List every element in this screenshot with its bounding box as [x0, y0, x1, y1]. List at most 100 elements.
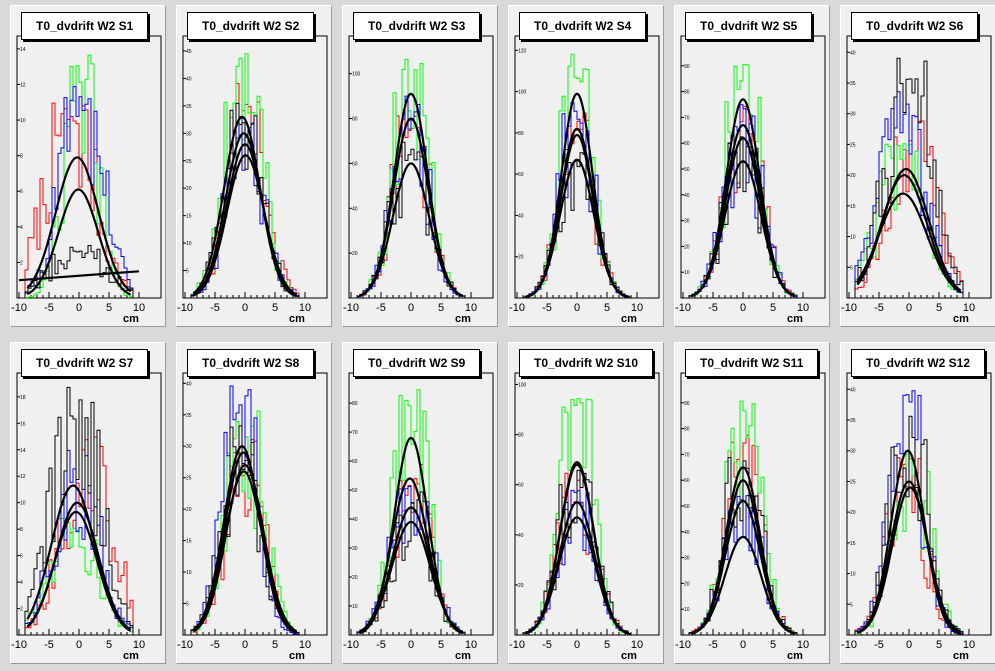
- y-tick-label: 20: [186, 186, 192, 192]
- y-tick-label: 60: [352, 161, 358, 167]
- histogram-series: [24, 436, 134, 635]
- gaussian-fit-curve: [691, 535, 795, 635]
- histogram-plot: 2 4 6 8 10 12 14 -10 -5 0 5 10: [11, 35, 162, 314]
- histogram-series: [24, 245, 134, 298]
- histogram-series: [688, 457, 798, 635]
- x-axis-title: cm: [455, 650, 471, 662]
- pad-title: T0_dvdrift W2 S3: [353, 12, 481, 40]
- histogram-pad: 2 4 6 8 10 12 14 -10 -5 0 5 10 T0_dvdrift W2 S1 cm: [10, 5, 166, 327]
- x-tick-label: 10: [299, 639, 311, 651]
- y-tick-label: 60: [684, 478, 690, 484]
- histogram-pad: 20 40 60 80 100 -10 -5 0 5 10 T0_dvdrift W2 S3 cm: [342, 5, 498, 327]
- y-tick-label: 4: [20, 580, 23, 586]
- y-tick-label: 10: [850, 572, 856, 578]
- x-tick-label: -10: [177, 302, 193, 314]
- histogram-series: [24, 386, 134, 635]
- gaussian-fit-curve: [18, 270, 140, 282]
- histogram-series: [522, 53, 632, 298]
- gaussian-fit-curve: [691, 499, 795, 635]
- y-tick-label: 10: [684, 607, 690, 613]
- y-tick-label: 12: [20, 82, 26, 88]
- histogram-series: [854, 57, 964, 298]
- x-tick-label: -5: [210, 639, 220, 651]
- pad-title: T0_dvdrift W2 S6: [851, 12, 979, 40]
- x-tick-label: 0: [740, 639, 746, 651]
- x-tick-label: -10: [675, 639, 691, 651]
- x-tick-label: 5: [936, 302, 942, 314]
- y-tick-label: 5: [850, 602, 853, 608]
- histogram-series: [688, 104, 798, 298]
- gaussian-fit-curve: [525, 516, 629, 635]
- histogram-series: [356, 486, 466, 635]
- y-tick-label: 40: [684, 193, 690, 199]
- y-tick-label: 90: [684, 64, 690, 70]
- histogram-series: [522, 112, 632, 298]
- gaussian-fit-curve: [690, 160, 796, 297]
- x-tick-label: -5: [376, 302, 386, 314]
- x-tick-label: 5: [106, 302, 112, 314]
- y-tick-label: 100: [352, 72, 361, 78]
- y-tick-label: 25: [850, 479, 856, 485]
- y-tick-label: 30: [352, 546, 358, 552]
- y-tick-label: 20: [352, 251, 358, 257]
- histogram-plot: 5 10 15 20 25 30 35 40 45 -10 -5 0 5 10: [177, 35, 328, 314]
- gaussian-fit-curve: [26, 510, 132, 632]
- x-tick-label: -10: [509, 639, 525, 651]
- x-tick-label: 10: [465, 302, 477, 314]
- histogram-series: [522, 149, 632, 298]
- y-tick-label: 50: [352, 488, 358, 494]
- y-tick-label: 8: [20, 527, 23, 533]
- histogram-plot: 10 20 30 40 50 60 70 80 -10 -5 0 5 10: [343, 372, 494, 651]
- x-tick-label: 5: [438, 302, 444, 314]
- x-axis-title: cm: [787, 650, 803, 662]
- y-tick-label: 80: [684, 90, 690, 96]
- y-tick-label: 80: [352, 117, 358, 123]
- y-tick-label: 10: [186, 570, 192, 576]
- y-tick-label: 10: [20, 501, 26, 507]
- y-tick-label: 6: [20, 189, 23, 195]
- x-tick-label: -5: [874, 639, 884, 651]
- x-axis-title: cm: [289, 313, 305, 325]
- histogram-pad: 10 20 30 40 50 60 70 80 90 -10 -5 0 5 10 T0_dvdrift W2…: [674, 5, 830, 327]
- pad-title: T0_dvdrift W2 S10: [519, 349, 654, 377]
- pad-title: T0_dvdrift W2 S9: [353, 349, 481, 377]
- x-tick-label: 0: [906, 302, 912, 314]
- pad-title: T0_dvdrift W2 S11: [685, 349, 819, 377]
- histogram-series: [688, 135, 798, 298]
- x-axis-title: cm: [621, 650, 637, 662]
- gaussian-fit-curve: [26, 188, 132, 296]
- y-tick-label: 80: [684, 427, 690, 433]
- y-tick-label: 16: [20, 421, 26, 427]
- histogram-pad: 5 10 15 20 25 30 35 40 -10 -5 0 5 10 T0_dvdrift W2 S1…: [840, 342, 995, 664]
- y-tick-label: 70: [684, 452, 690, 458]
- x-tick-label: 10: [963, 302, 975, 314]
- y-tick-label: 35: [186, 104, 192, 110]
- histogram-series: [24, 86, 134, 298]
- x-tick-label: 5: [438, 639, 444, 651]
- y-tick-label: 20: [186, 507, 192, 513]
- y-tick-label: 40: [684, 530, 690, 536]
- y-tick-label: 5: [186, 269, 189, 275]
- histogram-series: [24, 102, 134, 298]
- y-tick-label: 40: [352, 517, 358, 523]
- y-tick-label: 60: [352, 459, 358, 465]
- x-tick-label: 0: [740, 302, 746, 314]
- y-tick-label: 60: [518, 483, 524, 489]
- y-tick-label: 18: [20, 395, 26, 401]
- x-tick-label: -5: [708, 639, 718, 651]
- histogram-plot: 20 40 60 80 100 -10 -5 0 5 10: [509, 372, 660, 651]
- plot-frame: [16, 35, 162, 299]
- y-tick-label: 30: [684, 219, 690, 225]
- histogram-series: [522, 469, 632, 635]
- histogram-series: [190, 53, 300, 298]
- y-tick-label: 30: [186, 131, 192, 137]
- x-tick-label: -10: [841, 302, 857, 314]
- x-tick-label: 5: [936, 639, 942, 651]
- x-tick-label: 5: [770, 639, 776, 651]
- y-tick-label: 60: [518, 172, 524, 178]
- histogram-plot: 20 40 60 80 100 120 -10 -5 0 5 10: [509, 35, 660, 314]
- x-tick-label: -10: [343, 302, 359, 314]
- x-tick-label: -10: [675, 302, 691, 314]
- y-tick-label: 35: [850, 81, 856, 87]
- x-tick-label: 10: [631, 639, 643, 651]
